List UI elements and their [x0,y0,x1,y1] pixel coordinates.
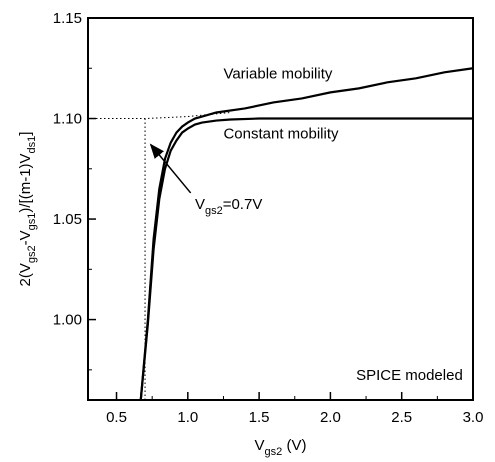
y-tick-label: 1.05 [53,211,82,228]
y-tick-label: 1.15 [53,10,82,27]
y-axis-label: 2(Vgs2-Vgs1)/[(m-1)Vds1] [17,132,38,287]
x-tick-label: 0.5 [106,409,127,426]
variable-mobility-line [139,67,474,401]
spice-modeled-label: SPICE modeled [356,367,463,384]
constant-mobility-line [139,117,473,401]
x-axis: 0.5 1.0 1.5 2.0 2.5 3.0 [106,392,483,426]
y-axis: 1.00 1.05 1.10 1.15 [53,10,96,371]
x-tick-label: 1.0 [177,409,198,426]
guide-line-dotted [88,111,231,120]
constant-mobility-label: Constant mobility [223,126,339,143]
annotations: Variable mobility Constant mobility SPICE … [149,65,463,384]
x-tick-label: 2.0 [320,409,341,426]
series-layer [88,67,474,401]
plot-frame [87,17,474,401]
annotation-arrow [149,143,192,194]
y-tick-label: 1.00 [53,312,82,329]
y-tick-label: 1.10 [53,111,82,128]
x-tick-label: 2.5 [391,409,412,426]
vgs2-annotation: Vgs2=0.7V [195,196,262,217]
variable-mobility-label: Variable mobility [223,65,332,82]
x-axis-label: Vgs2 (V) [255,437,307,458]
x-tick-label: 3.0 [463,409,484,426]
x-tick-label: 1.5 [249,409,270,426]
